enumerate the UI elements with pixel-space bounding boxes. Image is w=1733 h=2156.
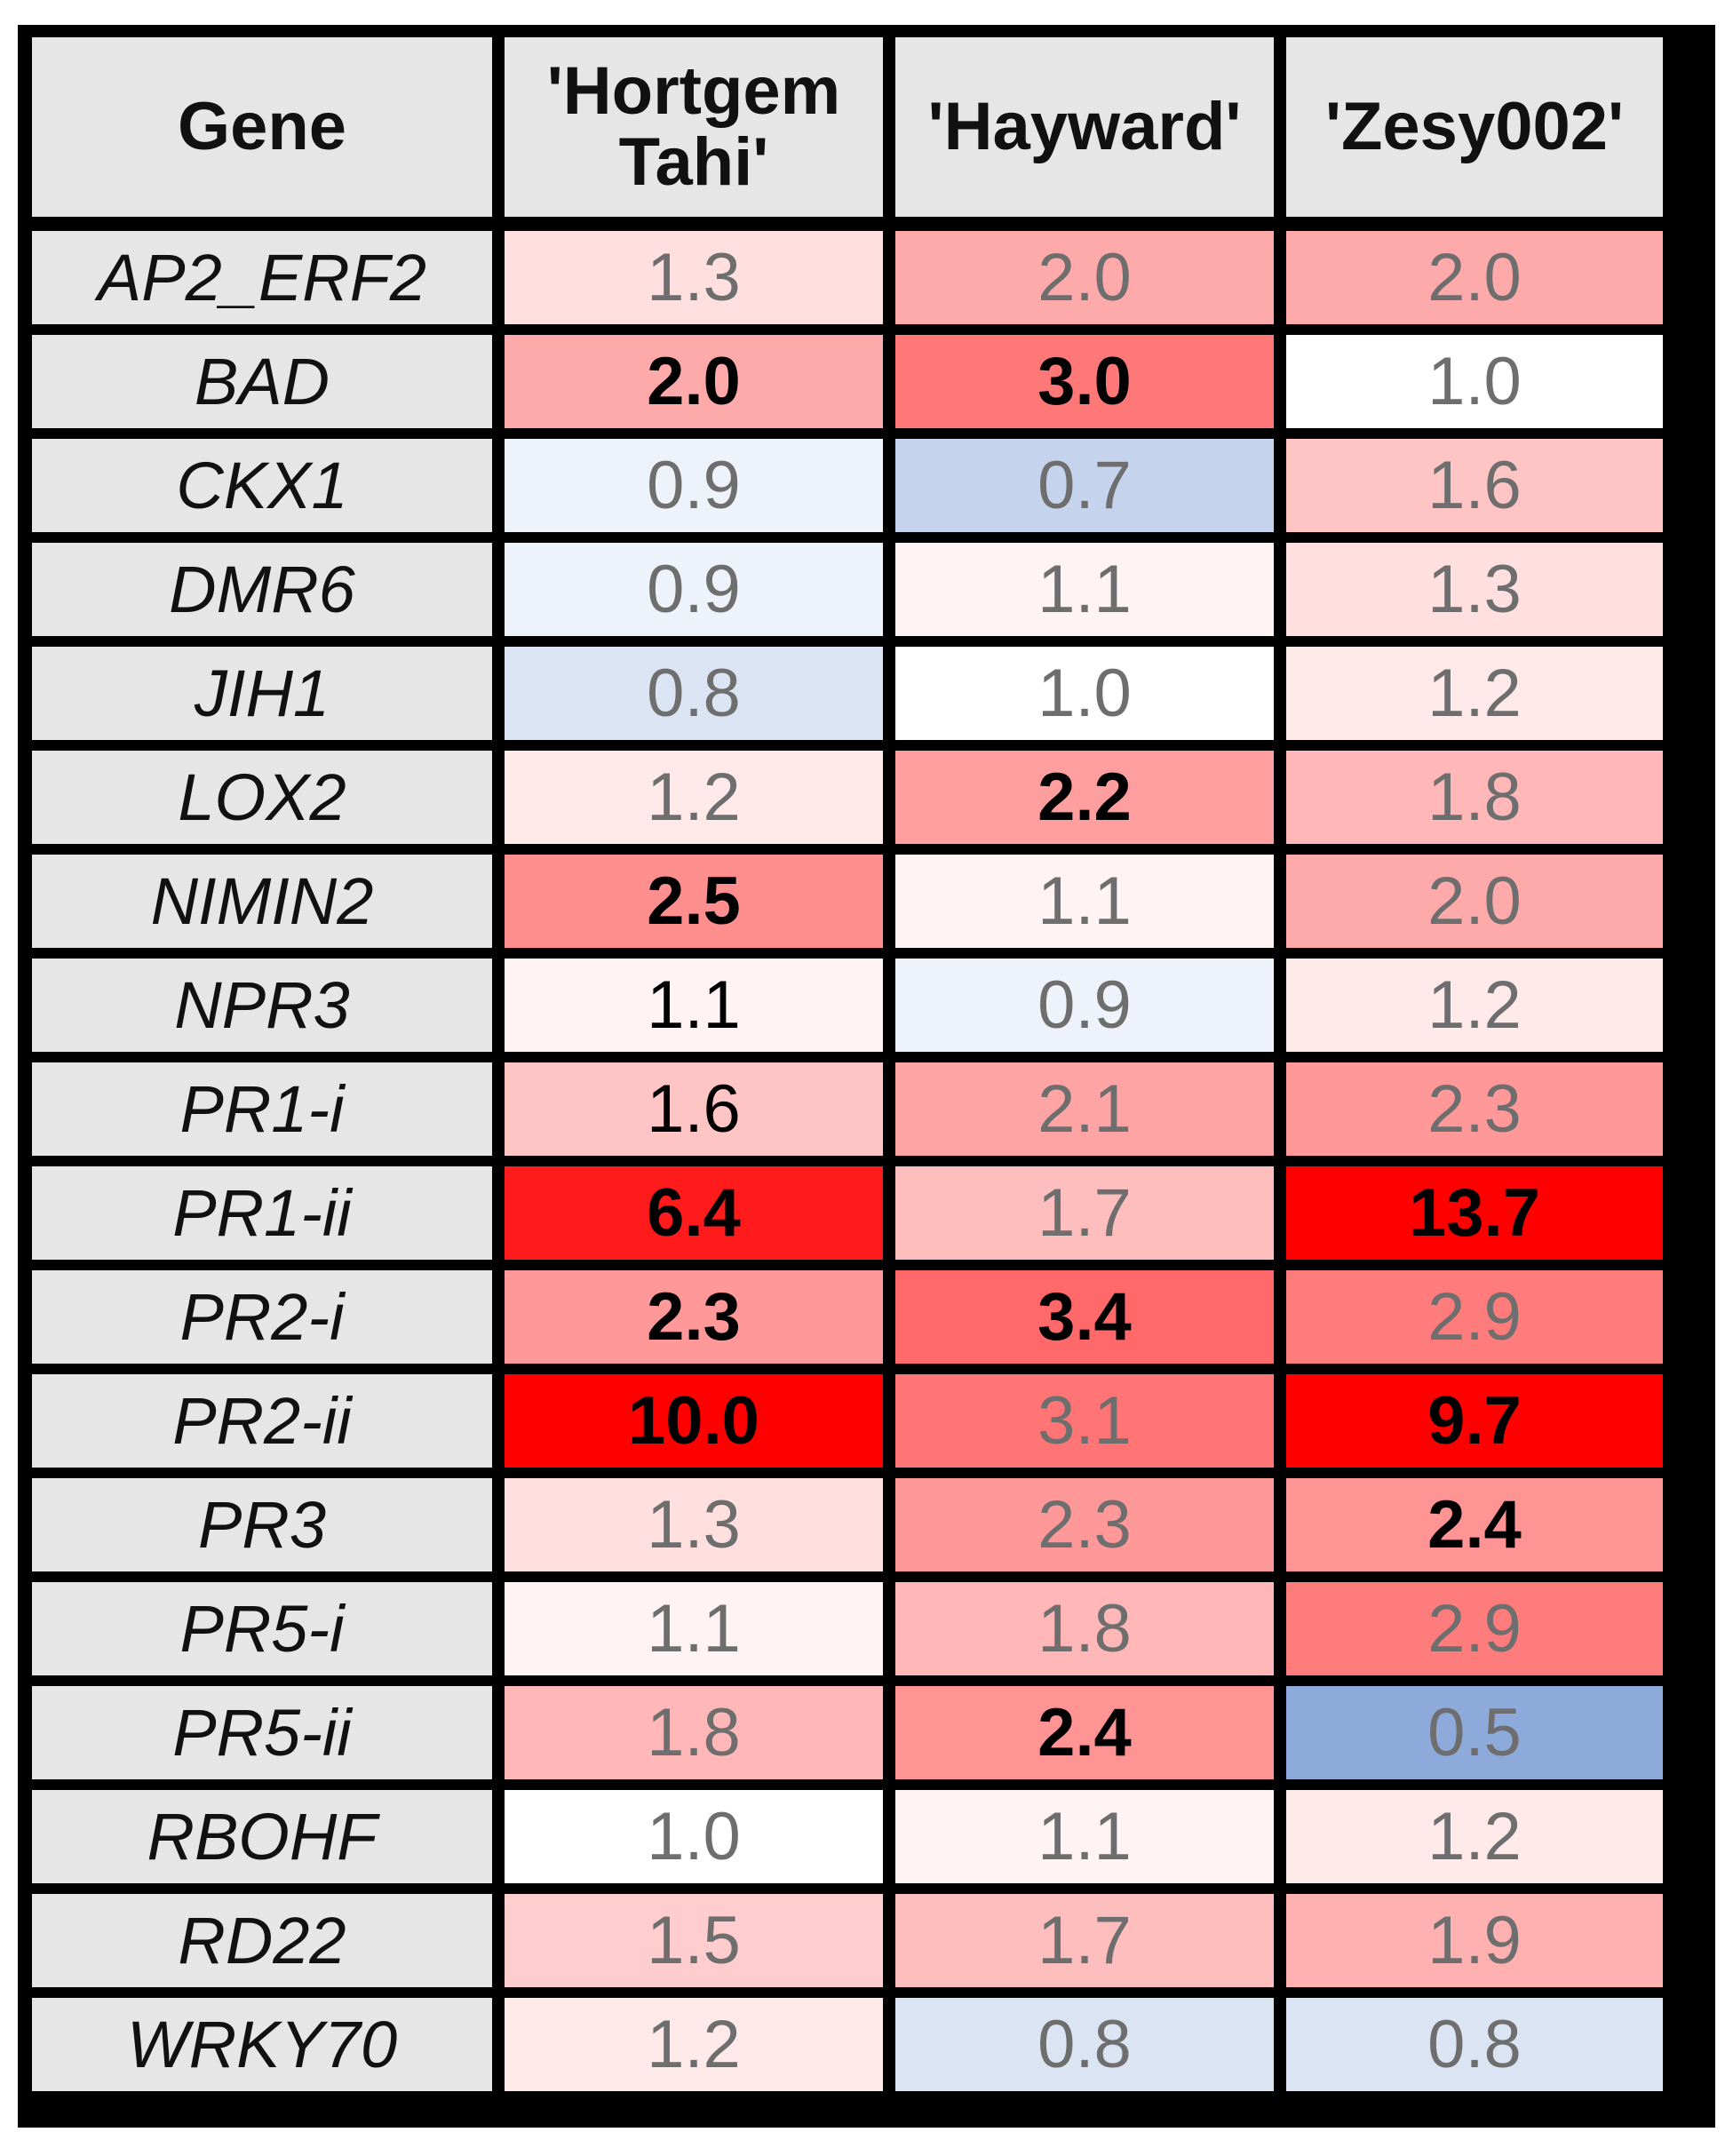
heatmap-value-cell: 1.7 xyxy=(895,1166,1286,1270)
gene-name-cell: NPR3 xyxy=(18,959,505,1062)
heatmap-value-cell: 2.0 xyxy=(1286,231,1677,335)
cultivar-header-zesy002: 'Zesy002' xyxy=(1286,25,1677,231)
heatmap-value-cell: 0.8 xyxy=(505,647,895,751)
cultivar-header-hayward: 'Hayward' xyxy=(895,25,1286,231)
gene-name-cell: JIH1 xyxy=(18,647,505,751)
heatmap-value-cell: 3.1 xyxy=(895,1374,1286,1478)
gene-name-cell: PR3 xyxy=(18,1478,505,1582)
heatmap-body: AP2_ERF2 1.3 2.0 2.0 BAD 2.0 3.0 1.0 CKX1 0.9 0.7 1… xyxy=(18,231,1677,2102)
heatmap-value-cell: 0.9 xyxy=(505,543,895,647)
heatmap-value-cell: 2.0 xyxy=(1286,855,1677,959)
table-row: AP2_ERF2 1.3 2.0 2.0 xyxy=(18,231,1677,335)
heatmap-value-cell: 2.3 xyxy=(505,1270,895,1374)
heatmap-value-cell: 1.1 xyxy=(895,855,1286,959)
heatmap-value-cell: 1.3 xyxy=(505,1478,895,1582)
heatmap-value-cell: 2.3 xyxy=(1286,1062,1677,1166)
table-row: BAD 2.0 3.0 1.0 xyxy=(18,335,1677,439)
heatmap-value-cell: 1.5 xyxy=(505,1894,895,1998)
table-row: PR2-i 2.3 3.4 2.9 xyxy=(18,1270,1677,1374)
heatmap-value-cell: 2.4 xyxy=(1286,1478,1677,1582)
heatmap-value-cell: 1.1 xyxy=(895,543,1286,647)
gene-name-cell: CKX1 xyxy=(18,439,505,543)
table-row: JIH1 0.8 1.0 1.2 xyxy=(18,647,1677,751)
heatmap-value-cell: 1.2 xyxy=(1286,1790,1677,1894)
heatmap-value-cell: 1.1 xyxy=(505,959,895,1062)
table-row: NIMIN2 2.5 1.1 2.0 xyxy=(18,855,1677,959)
gene-name-cell: PR1-i xyxy=(18,1062,505,1166)
gene-name-cell: LOX2 xyxy=(18,751,505,855)
heatmap-value-cell: 0.7 xyxy=(895,439,1286,543)
gene-name-cell: PR2-ii xyxy=(18,1374,505,1478)
heatmap-value-cell: 3.4 xyxy=(895,1270,1286,1374)
heatmap-value-cell: 2.3 xyxy=(895,1478,1286,1582)
heatmap-value-cell: 1.0 xyxy=(895,647,1286,751)
heatmap-value-cell: 2.5 xyxy=(505,855,895,959)
header-row: Gene 'Hortgem Tahi' 'Hayward' 'Zesy002' xyxy=(18,25,1677,231)
table-row: PR5-ii 1.8 2.4 0.5 xyxy=(18,1686,1677,1790)
gene-column-header: Gene xyxy=(18,25,505,231)
heatmap-value-cell: 2.0 xyxy=(895,231,1286,335)
heatmap-value-cell: 1.6 xyxy=(505,1062,895,1166)
table-row: PR3 1.3 2.3 2.4 xyxy=(18,1478,1677,1582)
heatmap-value-cell: 0.9 xyxy=(505,439,895,543)
heatmap-value-cell: 1.2 xyxy=(505,751,895,855)
heatmap-value-cell: 1.1 xyxy=(505,1582,895,1686)
gene-name-cell: RBOHF xyxy=(18,1790,505,1894)
heatmap-value-cell: 0.8 xyxy=(895,1998,1286,2102)
gene-name-cell: PR1-ii xyxy=(18,1166,505,1270)
heatmap-value-cell: 2.9 xyxy=(1286,1582,1677,1686)
table-row: DMR6 0.9 1.1 1.3 xyxy=(18,543,1677,647)
heatmap-value-cell: 2.1 xyxy=(895,1062,1286,1166)
table-row: WRKY70 1.2 0.8 0.8 xyxy=(18,1998,1677,2102)
gene-name-cell: DMR6 xyxy=(18,543,505,647)
heatmap-value-cell: 2.0 xyxy=(505,335,895,439)
expression-heatmap-table: Gene 'Hortgem Tahi' 'Hayward' 'Zesy002' A… xyxy=(18,25,1677,2102)
heatmap-value-cell: 2.4 xyxy=(895,1686,1286,1790)
heatmap-value-cell: 1.1 xyxy=(895,1790,1286,1894)
heatmap-value-cell: 1.7 xyxy=(895,1894,1286,1998)
gene-name-cell: WRKY70 xyxy=(18,1998,505,2102)
heatmap-value-cell: 1.8 xyxy=(895,1582,1286,1686)
heatmap-value-cell: 1.8 xyxy=(505,1686,895,1790)
table-row: PR2-ii 10.0 3.1 9.7 xyxy=(18,1374,1677,1478)
gene-name-cell: AP2_ERF2 xyxy=(18,231,505,335)
heatmap-value-cell: 1.0 xyxy=(1286,335,1677,439)
table-row: NPR3 1.1 0.9 1.2 xyxy=(18,959,1677,1062)
heatmap-value-cell: 1.2 xyxy=(1286,959,1677,1062)
gene-name-cell: PR5-i xyxy=(18,1582,505,1686)
heatmap-value-cell: 1.2 xyxy=(1286,647,1677,751)
table-row: LOX2 1.2 2.2 1.8 xyxy=(18,751,1677,855)
heatmap-value-cell: 1.0 xyxy=(505,1790,895,1894)
table-row: RBOHF 1.0 1.1 1.2 xyxy=(18,1790,1677,1894)
table-row: PR5-i 1.1 1.8 2.9 xyxy=(18,1582,1677,1686)
table-row: CKX1 0.9 0.7 1.6 xyxy=(18,439,1677,543)
cultivar-header-hortgem-tahi: 'Hortgem Tahi' xyxy=(505,25,895,231)
heatmap-frame: Gene 'Hortgem Tahi' 'Hayward' 'Zesy002' A… xyxy=(18,25,1715,2128)
gene-name-cell: NIMIN2 xyxy=(18,855,505,959)
gene-name-cell: BAD xyxy=(18,335,505,439)
heatmap-value-cell: 1.9 xyxy=(1286,1894,1677,1998)
gene-name-cell: PR5-ii xyxy=(18,1686,505,1790)
gene-name-cell: PR2-i xyxy=(18,1270,505,1374)
heatmap-value-cell: 2.9 xyxy=(1286,1270,1677,1374)
heatmap-value-cell: 1.3 xyxy=(1286,543,1677,647)
heatmap-value-cell: 1.2 xyxy=(505,1998,895,2102)
heatmap-value-cell: 10.0 xyxy=(505,1374,895,1478)
heatmap-value-cell: 1.3 xyxy=(505,231,895,335)
table-row: PR1-i 1.6 2.1 2.3 xyxy=(18,1062,1677,1166)
heatmap-value-cell: 6.4 xyxy=(505,1166,895,1270)
heatmap-value-cell: 0.8 xyxy=(1286,1998,1677,2102)
heatmap-value-cell: 13.7 xyxy=(1286,1166,1677,1270)
heatmap-value-cell: 2.2 xyxy=(895,751,1286,855)
table-row: RD22 1.5 1.7 1.9 xyxy=(18,1894,1677,1998)
table-row: PR1-ii 6.4 1.7 13.7 xyxy=(18,1166,1677,1270)
heatmap-value-cell: 0.5 xyxy=(1286,1686,1677,1790)
heatmap-value-cell: 1.8 xyxy=(1286,751,1677,855)
heatmap-value-cell: 0.9 xyxy=(895,959,1286,1062)
gene-name-cell: RD22 xyxy=(18,1894,505,1998)
heatmap-value-cell: 9.7 xyxy=(1286,1374,1677,1478)
heatmap-value-cell: 1.6 xyxy=(1286,439,1677,543)
heatmap-value-cell: 3.0 xyxy=(895,335,1286,439)
